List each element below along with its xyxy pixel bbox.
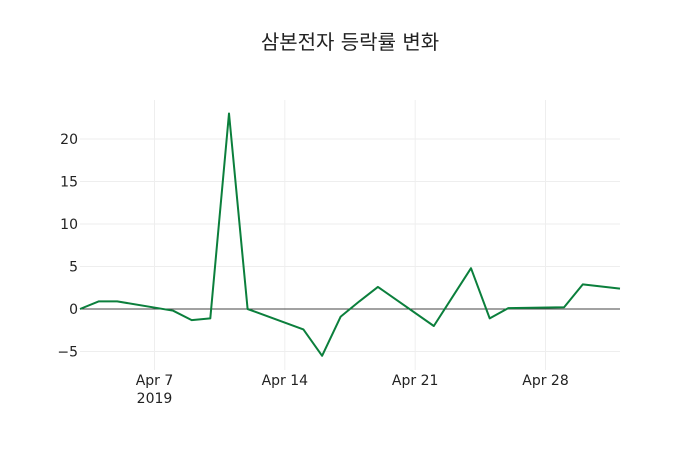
chart-title: 삼본전자 등락률 변화 bbox=[261, 30, 439, 54]
y-tick-label: 15 bbox=[60, 175, 78, 191]
series-line bbox=[79, 112, 621, 357]
y-gridlines bbox=[80, 138, 620, 352]
x-tick-label: Apr 7 bbox=[136, 373, 174, 389]
x-gridlines bbox=[153, 100, 547, 370]
x-axis: Apr 7 2019 Apr 14 Apr 21 Apr 28 bbox=[136, 373, 569, 407]
x-tick-label: Apr 28 bbox=[522, 373, 568, 389]
x-tick-label: Apr 14 bbox=[262, 373, 309, 389]
x-tick-year-label: 2019 bbox=[137, 391, 173, 407]
y-tick-label: 5 bbox=[69, 260, 78, 276]
y-tick-label: 10 bbox=[60, 217, 78, 233]
y-tick-label: 0 bbox=[69, 302, 78, 318]
y-tick-label: −5 bbox=[57, 345, 78, 361]
data-series bbox=[79, 112, 621, 357]
y-tick-label: 20 bbox=[60, 132, 78, 148]
x-tick-label: Apr 21 bbox=[392, 373, 438, 389]
y-axis: −5 0 5 10 15 20 bbox=[57, 132, 78, 361]
